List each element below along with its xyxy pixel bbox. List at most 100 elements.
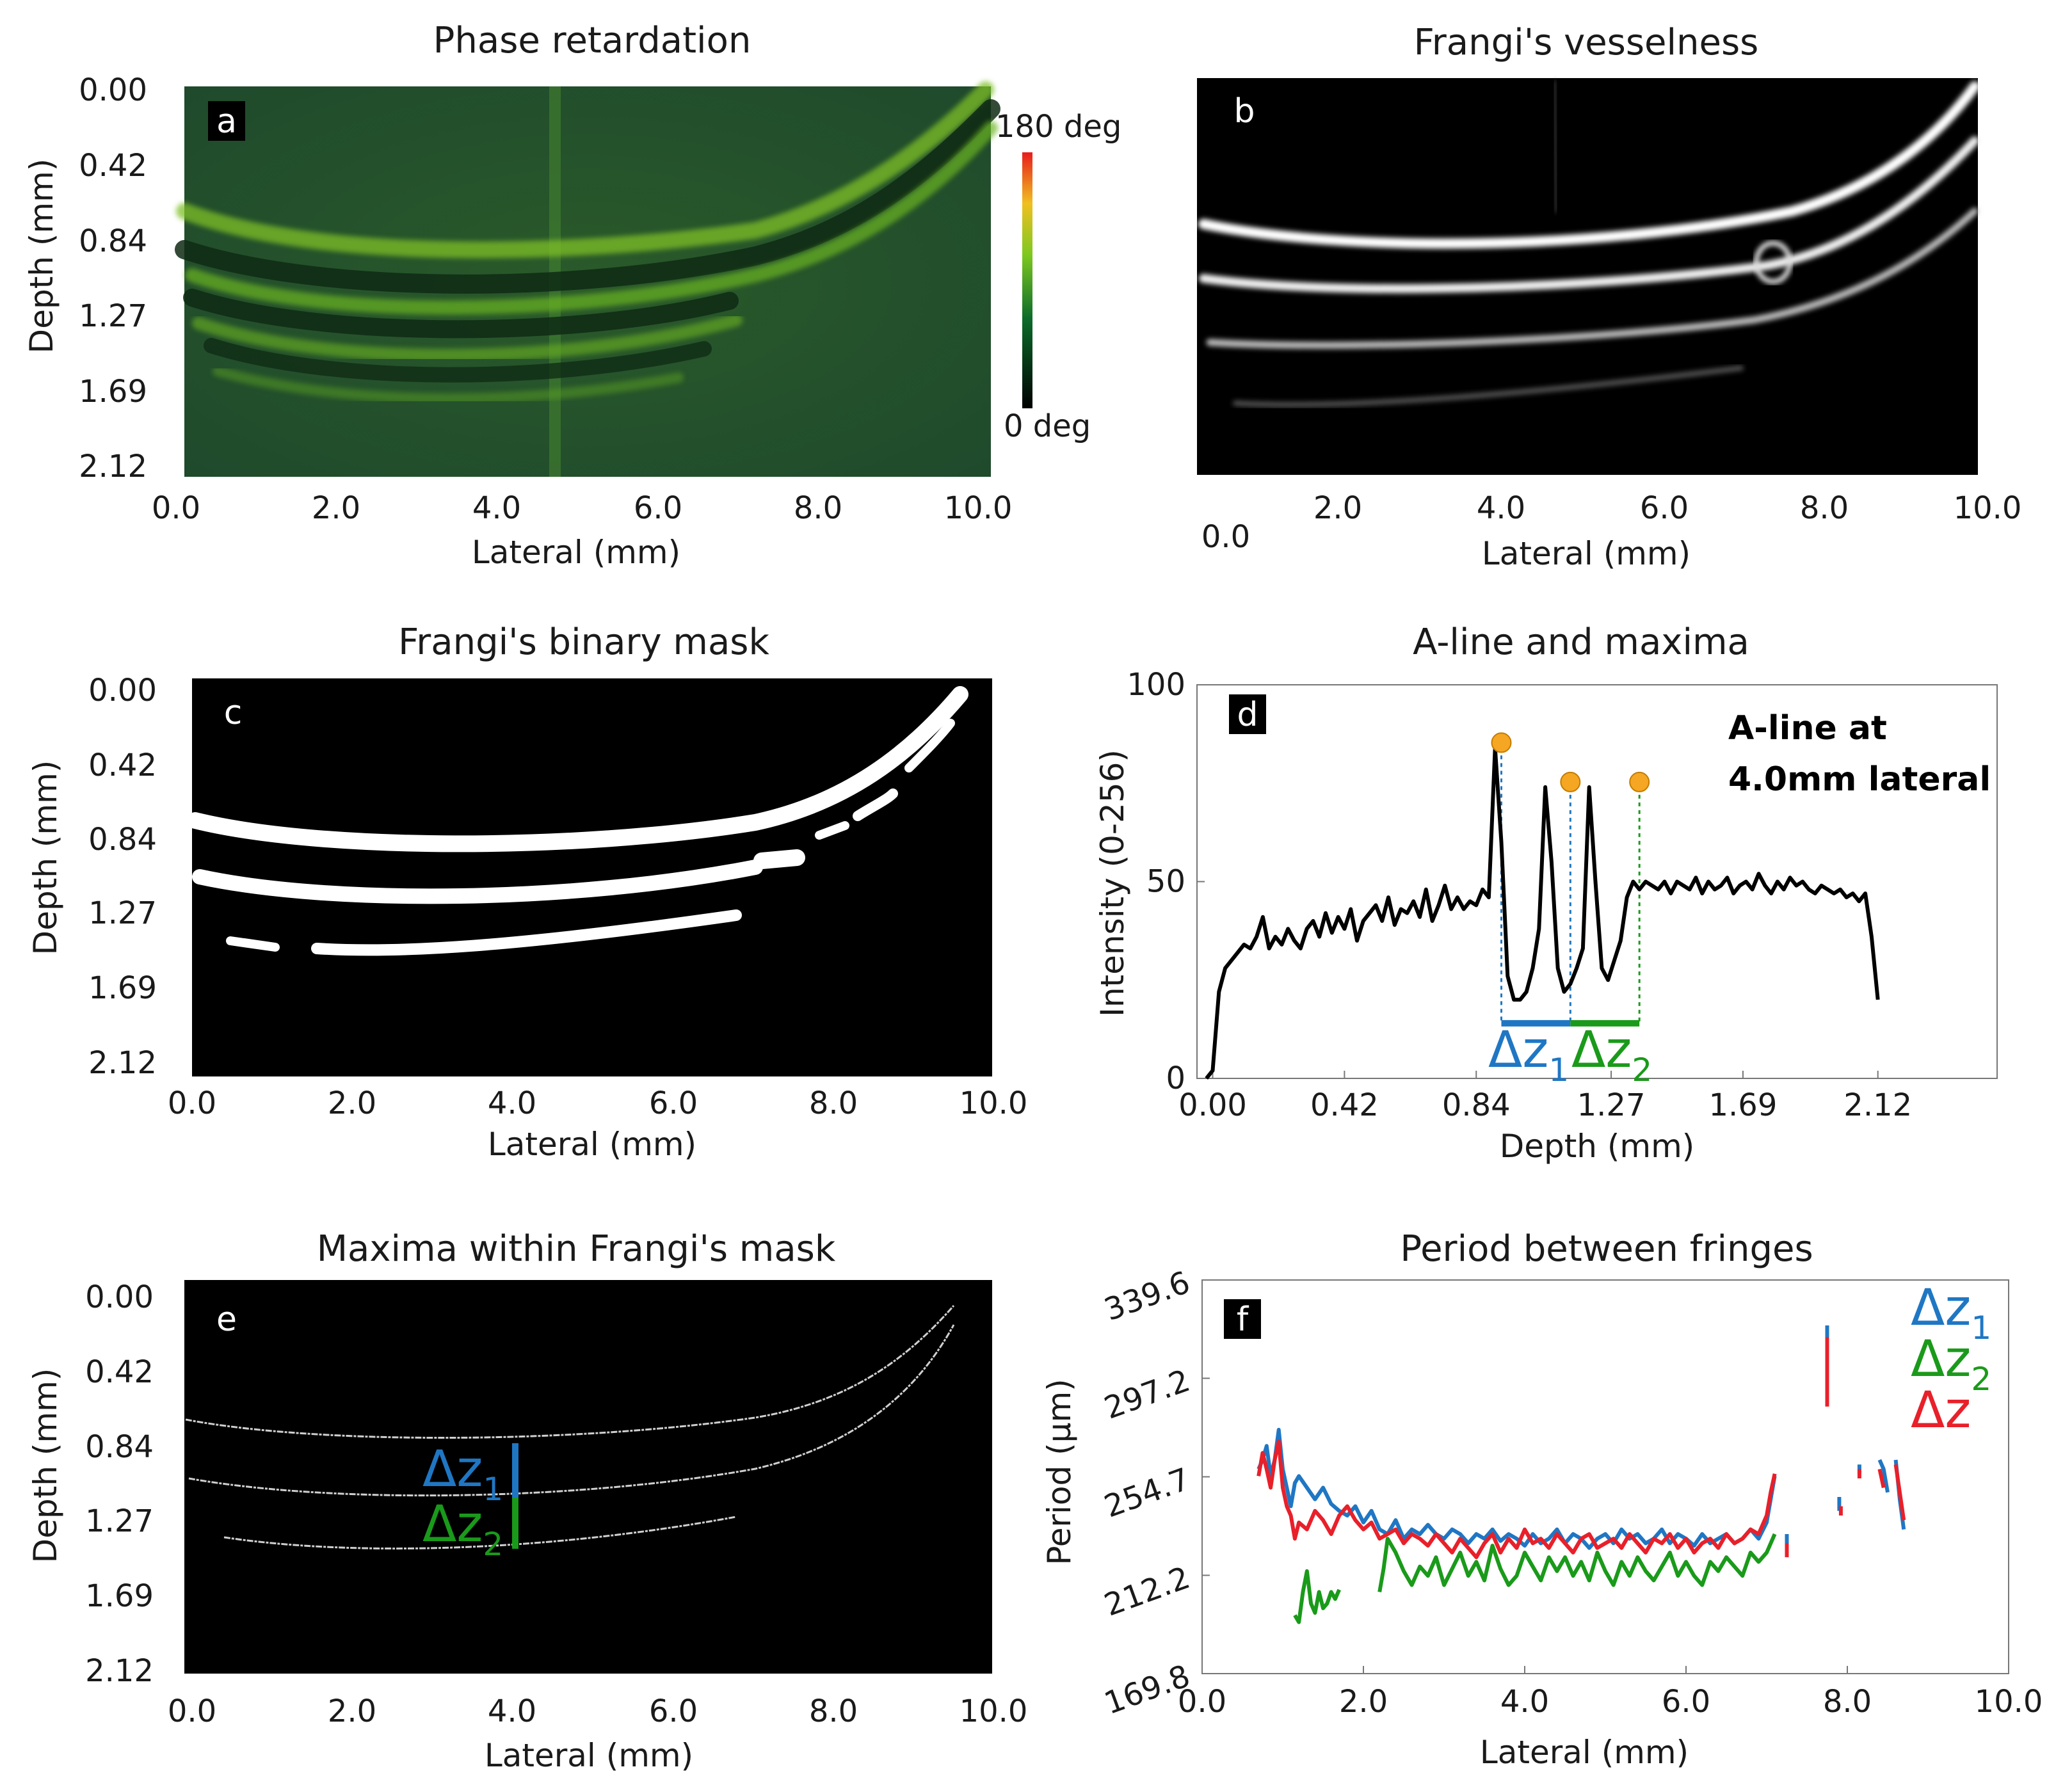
panel-e-xtick: 10.0	[960, 1693, 1028, 1729]
panel-c-xtick: 0.0	[168, 1085, 216, 1121]
panel-e-xtick: 0.0	[168, 1693, 216, 1729]
panel-b-xtick: 4.0	[1477, 490, 1525, 526]
period-series-line	[1877, 1459, 1890, 1493]
panel-a-xtick: 8.0	[794, 490, 842, 526]
panel-f-xlabel: Lateral (mm)	[1480, 1734, 1689, 1771]
colorbar-min-label: 0 deg	[1004, 408, 1091, 444]
panel-e-dz2-bracket	[512, 1498, 518, 1549]
panel-e-dz2-label: Δz2	[422, 1496, 503, 1563]
panel-c-image	[192, 678, 992, 1076]
panel-e-dz1-bracket	[512, 1443, 518, 1498]
panel-e-image	[184, 1280, 992, 1674]
aline-maximum-marker	[1560, 771, 1581, 792]
panel-c-title: Frangi's binary mask	[398, 621, 769, 663]
panel-d-letter: d	[1237, 696, 1258, 734]
panel-f-tick-marks	[1201, 1279, 2009, 1674]
panel-f-xtick: 2.0	[1339, 1684, 1388, 1720]
period-series-line	[1257, 1428, 1777, 1550]
panel-a-xtick: 2.0	[312, 490, 360, 526]
panel-f-letter: f	[1237, 1300, 1249, 1339]
aline-maximum-marker	[1491, 732, 1512, 753]
panel-f-xtick: 0.0	[1178, 1684, 1226, 1720]
panel-c-ytick: 1.69	[88, 970, 157, 1006]
panel-e-letter: e	[216, 1300, 237, 1339]
panel-e-dz1-label: Δz1	[422, 1441, 503, 1508]
panel-e-ytick: 1.27	[85, 1503, 154, 1539]
panel-d-title: A-line and maxima	[1413, 621, 1749, 663]
panel-f-title: Period between fringes	[1400, 1228, 1813, 1270]
panel-f-ytick: 297.2	[1100, 1363, 1194, 1427]
panel-c: Frangi's binary mask c 0.00 0.42 0.84 1.…	[27, 621, 1027, 1163]
panel-e-xtick: 8.0	[809, 1693, 858, 1729]
panel-d-xlabel: Depth (mm)	[1500, 1128, 1695, 1165]
panel-a-ytick: 0.00	[79, 72, 147, 108]
panel-d-ytick: 0	[1166, 1060, 1185, 1096]
panel-e-xtick: 4.0	[488, 1693, 536, 1729]
panel-a-ylabel: Depth (mm)	[23, 159, 60, 354]
panel-a-xtick: 4.0	[472, 490, 521, 526]
panel-a-xtick: 10.0	[944, 490, 1013, 526]
panel-e-title: Maxima within Frangi's mask	[317, 1228, 836, 1270]
panel-e: Maxima within Frangi's mask e Δz1 Δz2 0.…	[27, 1228, 1027, 1774]
panel-a-colorbar	[1022, 152, 1032, 408]
panel-f-xticks: 0.0 2.0 4.0 6.0 8.0 10.0	[1178, 1684, 2043, 1720]
panel-a-yticks: 0.00 0.42 0.84 1.27 1.69 2.12	[79, 72, 147, 484]
panel-e-yticks: 0.00 0.42 0.84 1.27 1.69 2.12	[85, 1279, 154, 1689]
panel-a-xticks: 0.0 2.0 4.0 6.0 8.0 10.0	[152, 490, 1013, 526]
panel-f: Period between fringes f Δz1 Δz2 Δz 169.…	[1041, 1228, 2043, 1771]
panel-a-letter: a	[216, 102, 237, 141]
panel-c-ylabel: Depth (mm)	[27, 760, 64, 956]
panel-d-dz1-label: Δz1	[1488, 1021, 1569, 1089]
panel-d-ylabel: Intensity (0-256)	[1094, 749, 1131, 1017]
panel-f-ytick: 339.6	[1100, 1265, 1194, 1329]
panel-f-plot-frame	[1201, 1279, 2009, 1674]
panel-d-tick-marks	[1197, 684, 1879, 1079]
panel-d-xtick: 2.12	[1843, 1087, 1912, 1123]
panel-e-xlabel: Lateral (mm)	[485, 1737, 693, 1774]
colorbar-max-label: 180 deg	[995, 109, 1121, 145]
panel-a-ytick: 0.42	[79, 148, 147, 184]
panel-a-xtick: 6.0	[634, 490, 682, 526]
panel-d-ytick: 100	[1127, 667, 1185, 703]
panel-c-ytick: 2.12	[88, 1045, 157, 1081]
panel-b-xtick: 0.0	[1201, 519, 1250, 555]
panel-f-legend: Δz1 Δz2 Δz	[1911, 1279, 1991, 1439]
panel-c-badge: c	[214, 692, 252, 732]
panel-b: Frangi's vesselness b 0.0 2.0 4.0 6.0 8.…	[1197, 22, 2021, 572]
panel-b-xtick: 8.0	[1800, 490, 1849, 526]
panel-b-image	[1197, 78, 1978, 475]
panel-a-badge: a	[208, 101, 245, 141]
panel-d-ytick: 50	[1146, 864, 1185, 900]
period-series-line	[1377, 1533, 1777, 1593]
panel-f-badge: f	[1224, 1299, 1261, 1339]
panel-d-xtick: 0.42	[1310, 1087, 1379, 1123]
panel-f-xtick: 6.0	[1662, 1684, 1710, 1720]
panel-f-xtick: 10.0	[1975, 1684, 2043, 1720]
period-series-line	[1293, 1569, 1341, 1624]
panel-c-letter: c	[224, 694, 243, 732]
panel-c-ytick: 0.42	[88, 748, 157, 783]
legend-dz: Δz	[1911, 1382, 1971, 1439]
panel-b-xticks: 0.0 2.0 4.0 6.0 8.0 10.0	[1201, 490, 2022, 555]
panel-c-xlabel: Lateral (mm)	[488, 1126, 696, 1163]
panel-d-dz2-label: Δz2	[1571, 1021, 1652, 1089]
panel-e-maxima-traces	[185, 1305, 955, 1550]
panel-a-xlabel: Lateral (mm)	[472, 534, 680, 571]
panel-d-drop-lines	[1500, 748, 1641, 1023]
panel-c-mask	[187, 686, 968, 956]
panel-c-xtick: 10.0	[960, 1085, 1028, 1121]
panel-d-maxima	[1491, 732, 1650, 792]
panel-f-series	[1257, 1325, 1906, 1624]
aline-series-line	[1205, 746, 1880, 1080]
panel-e-xticks: 0.0 2.0 4.0 6.0 8.0 10.0	[168, 1693, 1028, 1729]
aline-annotation-line2: 4.0mm lateral	[1728, 760, 1991, 799]
period-series-line	[1257, 1439, 1777, 1560]
panel-e-badge: e	[208, 1299, 245, 1339]
panel-f-ylabel: Period (μm)	[1041, 1379, 1078, 1565]
panel-e-ytick: 0.00	[85, 1279, 154, 1315]
panel-e-ylabel: Depth (mm)	[27, 1368, 64, 1564]
panel-d-xtick: 1.27	[1577, 1087, 1646, 1123]
panel-b-xtick: 6.0	[1640, 490, 1689, 526]
